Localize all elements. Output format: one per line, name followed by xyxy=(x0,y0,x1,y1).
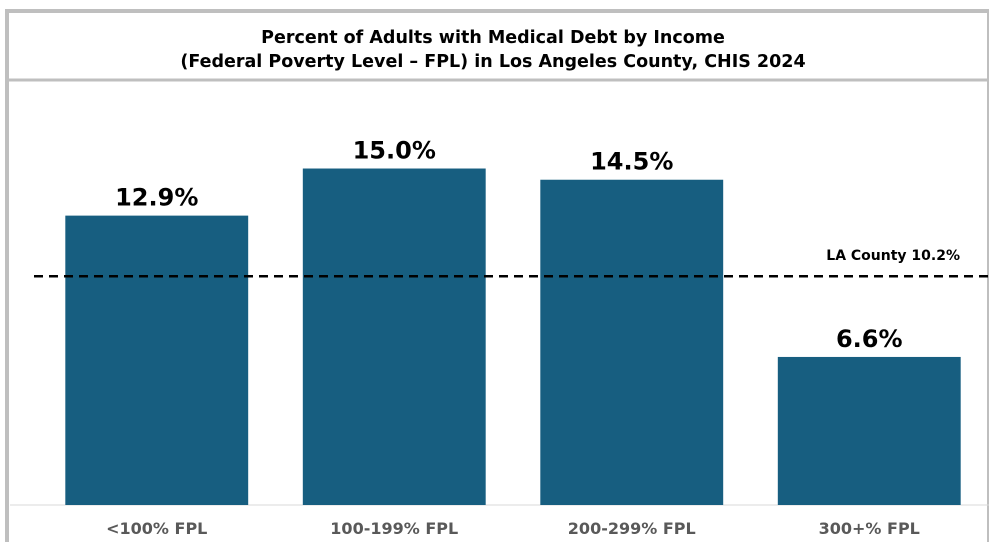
bar-value-label-1: 12.9% xyxy=(115,184,198,212)
reference-group: LA County 10.2% xyxy=(34,248,988,278)
category-label-4: 300+% FPL xyxy=(819,519,920,538)
bar-4 xyxy=(777,356,961,505)
chart-title: Percent of Adults with Medical Debt by I… xyxy=(261,28,725,48)
chart-border xyxy=(5,9,989,542)
category-label-1: <100% FPL xyxy=(106,519,207,538)
bar-3 xyxy=(540,179,724,505)
category-label-3: 200-299% FPL xyxy=(568,519,696,538)
bar-2 xyxy=(302,168,486,505)
bar-value-label-3: 14.5% xyxy=(590,148,673,176)
category-label-2: 100-199% FPL xyxy=(330,519,458,538)
chart-subtitle: (Federal Poverty Level – FPL) in Los Ang… xyxy=(180,52,805,72)
bar-value-label-2: 15.0% xyxy=(353,137,436,165)
reference-line-label: LA County 10.2% xyxy=(826,248,960,264)
bar-1 xyxy=(65,215,249,505)
bars-group: 12.9% <100% FPL 15.0% 100-199% FPL 14.5% 200-… xyxy=(65,137,961,538)
bar-value-label-4: 6.6% xyxy=(836,325,903,353)
